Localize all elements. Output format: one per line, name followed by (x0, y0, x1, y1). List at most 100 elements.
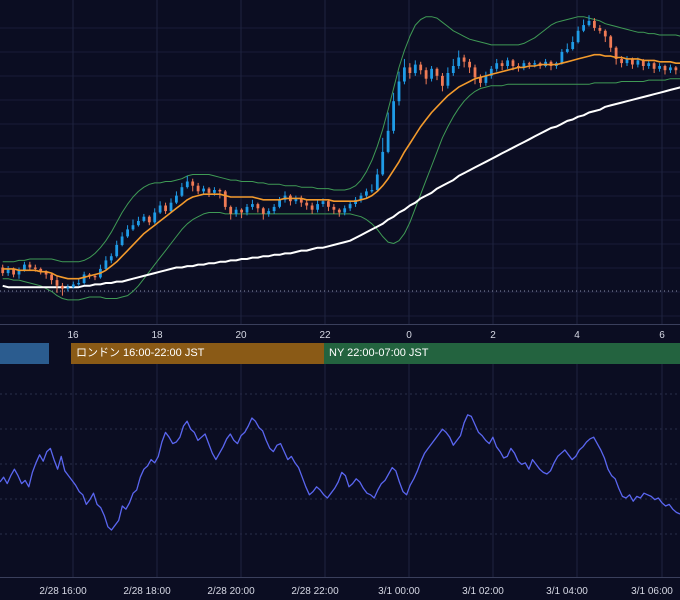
time-tick-5: 3/1 02:00 (462, 586, 504, 597)
candle-body-32 (175, 195, 178, 203)
price-x-tick-6: 4 (574, 330, 580, 341)
candle-body-105 (571, 42, 575, 49)
candle-body-58 (316, 204, 319, 210)
candle-body-113 (614, 47, 618, 59)
candle-body-55 (299, 198, 303, 203)
candle-body-41 (223, 191, 227, 207)
candle-body-0 (1, 267, 5, 274)
candle-body-84 (457, 57, 461, 66)
bollinger-lower-line (2, 78, 680, 301)
time-tick-0: 2/28 16:00 (39, 586, 87, 597)
candle-body-64 (348, 204, 352, 209)
candle-body-120 (652, 63, 656, 69)
price-chart[interactable] (0, 0, 680, 325)
candle-body-108 (587, 20, 591, 26)
candle-body-94 (511, 60, 515, 66)
candle-body-22 (120, 236, 124, 245)
candle-body-103 (560, 51, 564, 64)
candle-body-88 (479, 77, 482, 83)
candle-body-91 (495, 63, 499, 69)
fast-moving-average-line (2, 53, 680, 280)
time-tick-1: 2/28 18:00 (123, 586, 171, 597)
price-x-tick-3: 22 (319, 330, 331, 341)
candle-body-51 (278, 199, 281, 207)
candle-body-25 (137, 221, 140, 226)
candle-body-123 (669, 67, 672, 71)
candle-body-119 (647, 63, 651, 66)
candle-body-23 (126, 229, 129, 237)
candle-body-72 (392, 101, 395, 131)
candle-body-117 (636, 60, 640, 65)
candle-body-80 (435, 68, 439, 76)
candle-body-39 (213, 190, 216, 193)
bollinger-upper-line (2, 16, 680, 263)
candle-body-35 (191, 181, 195, 186)
candle-body-29 (158, 205, 162, 213)
time-tick-7: 3/1 06:00 (631, 586, 673, 597)
candle-body-3 (17, 270, 21, 275)
price-x-tick-5: 2 (490, 330, 496, 341)
candle-body-48 (261, 208, 265, 214)
price-x-tick-0: 16 (67, 330, 79, 341)
price-x-tick-4: 0 (406, 330, 412, 341)
candle-body-10 (55, 280, 59, 286)
candle-body-34 (185, 181, 189, 188)
candle-body-8 (44, 271, 48, 275)
candle-body-97 (527, 63, 531, 65)
candle-body-15 (82, 274, 86, 283)
candle-body-4 (23, 264, 26, 271)
candle-body-31 (169, 202, 173, 212)
candle-body-124 (674, 67, 678, 71)
time-tick-2: 2/28 20:00 (207, 586, 255, 597)
candle-body-110 (598, 28, 602, 31)
candle-body-26 (142, 216, 146, 221)
candle-body-85 (462, 57, 466, 62)
candle-body-21 (115, 244, 119, 257)
time-axis: 2/28 16:00 2/28 18:00 2/28 20:00 2/28 22:00… (39, 586, 673, 597)
oscillator-chart[interactable] (0, 364, 680, 578)
candle-body-47 (256, 204, 260, 209)
candle-body-28 (153, 212, 157, 223)
candle-body-115 (625, 58, 629, 64)
session-new-york: NY 22:00-07:00 JST (324, 343, 680, 364)
candle-body-89 (484, 75, 488, 83)
candle-body-121 (658, 66, 661, 69)
candle-body-112 (609, 36, 613, 48)
candle-body-42 (229, 206, 233, 214)
candle-body-92 (500, 63, 504, 66)
candle-body-118 (641, 60, 645, 66)
candle-body-107 (582, 25, 585, 31)
slow-moving-average-line (2, 86, 680, 289)
candle-body-60 (327, 201, 330, 207)
candle-body-78 (424, 70, 428, 79)
candle-body-46 (251, 204, 254, 207)
candle-body-37 (202, 188, 205, 192)
price-x-axis: 16 18 20 22 0 2 4 6 (67, 330, 665, 341)
candle-body-104 (565, 49, 569, 52)
candle-body-27 (147, 216, 151, 223)
candle-body-24 (131, 225, 135, 230)
candle-body-61 (332, 206, 336, 210)
candle-body-77 (419, 64, 423, 71)
trading-sessions-bar: ロンドン 16:00-22:00 JST NY 22:00-07:00 JST (0, 343, 680, 364)
candle-body-45 (245, 206, 249, 213)
candle-body-87 (473, 67, 477, 78)
candle-body-76 (413, 64, 417, 74)
candle-body-12 (66, 287, 70, 289)
candle-body-86 (468, 61, 471, 68)
price-x-tick-2: 20 (235, 330, 247, 341)
candle-body-109 (593, 20, 596, 28)
candle-body-43 (234, 209, 238, 214)
candle-body-69 (375, 174, 379, 190)
candle-body-13 (71, 284, 75, 288)
candle-body-122 (663, 66, 667, 71)
candle-body-79 (430, 68, 433, 79)
candle-body-83 (451, 66, 455, 73)
price-x-tick-7: 6 (659, 330, 665, 341)
candle-body-2 (12, 268, 15, 275)
candle-body-33 (180, 187, 184, 196)
candle-body-7 (39, 268, 43, 272)
candle-body-40 (218, 190, 222, 192)
candle-body-62 (337, 209, 341, 213)
candle-body-6 (33, 267, 37, 269)
